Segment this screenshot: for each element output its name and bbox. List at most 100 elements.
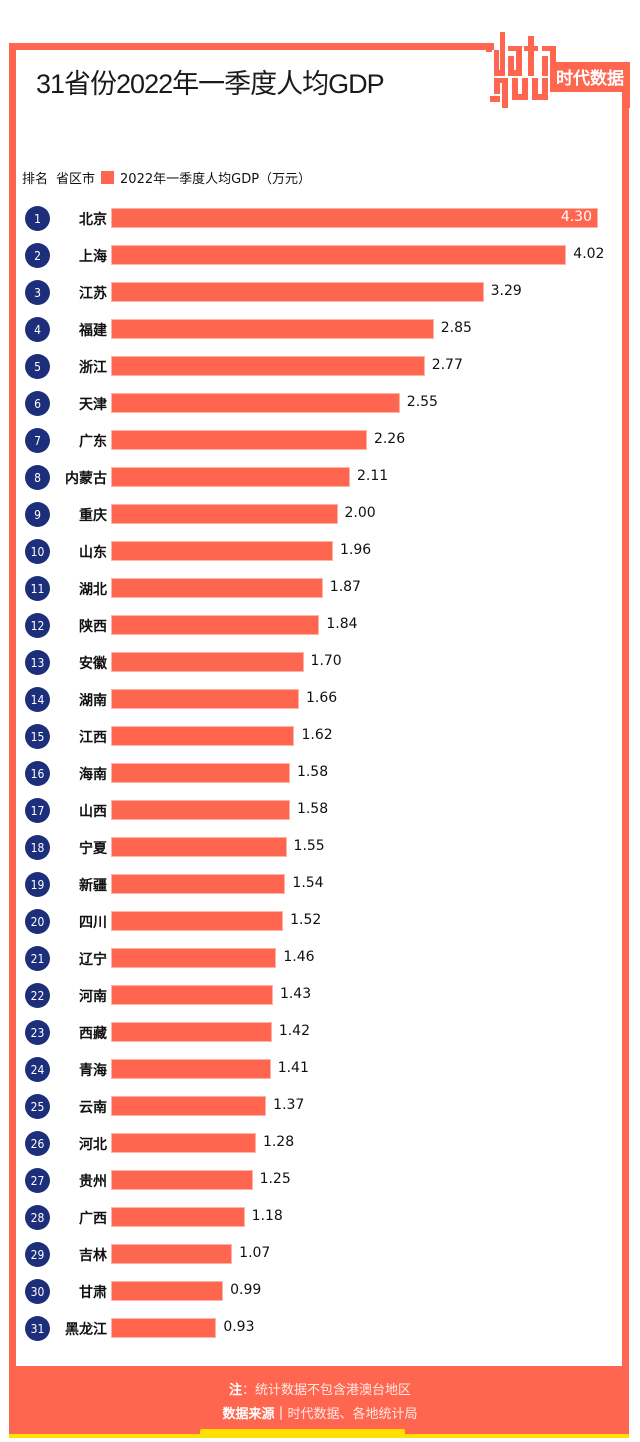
province-label: 云南 [79,1100,107,1116]
bar [111,319,434,339]
bar [111,911,284,931]
rank-badge: 3 [25,280,50,305]
value-label: 2.77 [431,357,463,373]
value-label: 1.84 [326,616,358,632]
bar [111,245,567,265]
bar [111,800,290,820]
value-label: 1.42 [278,1023,310,1039]
bar [111,504,338,524]
province-label: 天津 [79,397,107,413]
bar [111,467,350,487]
bar [111,1059,271,1079]
province-label: 新疆 [79,878,107,894]
rank-badge: 21 [25,946,50,971]
rank-badge: 18 [25,835,50,860]
bar [111,430,367,450]
value-label: 1.62 [301,727,333,743]
value-label: 1.52 [290,912,322,928]
province-label: 广西 [79,1211,107,1227]
rank-badge: 24 [25,1057,50,1082]
value-label: 1.41 [277,1060,309,1076]
rank-badge: 8 [25,465,50,490]
value-label: 1.58 [296,764,329,780]
province-label: 河北 [79,1137,107,1153]
rank-badge: 6 [25,391,50,416]
rank-badge: 1 [25,206,50,231]
province-label: 贵州 [79,1174,107,1190]
value-label: 1.07 [239,1245,271,1261]
legend-province-label: 省区市 [56,172,96,187]
logo-data-glyphs [486,32,630,108]
bar [111,282,484,302]
value-label: 1.58 [296,801,329,817]
rank-badge: 14 [25,687,50,712]
legend-swatch [101,171,115,184]
footer-panel [9,1366,629,1436]
rank-badge: 28 [25,1205,50,1230]
value-label: 1.28 [262,1134,295,1150]
bar [111,689,299,709]
source-text: 时代数据、各地统计局 [287,1407,418,1422]
value-label: 3.29 [490,283,522,299]
rank-badge: 10 [25,539,50,564]
bar [111,1096,267,1116]
rank-badge: 5 [25,354,50,379]
value-label: 1.55 [293,838,325,854]
bar [111,1133,256,1153]
source-label: 数据来源 [222,1407,275,1422]
bar [111,763,290,783]
value-label: 2.55 [406,394,438,410]
rank-badge: 12 [25,613,50,638]
province-label: 湖北 [79,582,107,598]
value-label: 2.00 [344,505,376,521]
chart-legend: 排名 省区市 2022年一季度人均GDP（万元） [22,168,311,187]
province-label: 甘肃 [79,1285,107,1301]
rank-badge: 11 [25,576,50,601]
value-label: 1.54 [292,875,324,891]
frame-top-border [9,43,494,50]
province-label: 吉林 [79,1248,107,1264]
rank-badge: 20 [25,909,50,934]
rank-badge: 27 [25,1168,50,1193]
note-text: 统计数据不包含港澳台地区 [255,1383,412,1398]
rank-badge: 29 [25,1242,50,1267]
legend-rank-label: 排名 [22,172,49,187]
value-label: 1.25 [259,1171,291,1187]
footer-accent-tab [200,1429,405,1438]
province-label: 山东 [79,545,107,561]
value-label: 1.96 [339,542,372,558]
province-label: 辽宁 [79,952,107,968]
province-label: 上海 [79,249,107,265]
value-label: 2.85 [440,320,472,336]
value-label: 4.02 [573,246,605,262]
rank-badge: 4 [25,317,50,342]
rank-badge: 13 [25,650,50,675]
province-label: 四川 [79,915,107,931]
province-label: 江苏 [79,286,107,302]
rank-badge: 15 [25,724,50,749]
province-label: 海南 [79,767,107,783]
value-label: 0.99 [230,1282,262,1298]
bar [111,1281,224,1301]
province-label: 浙江 [79,360,107,376]
bar [111,356,425,376]
footer-source: 数据来源｜时代数据、各地统计局 [0,1403,640,1422]
province-label: 广东 [79,434,107,450]
province-label: 河南 [79,989,107,1005]
value-label: 1.70 [310,653,342,669]
bar [111,1318,217,1338]
province-label: 黑龙江 [65,1322,107,1338]
value-label: 1.87 [329,579,361,595]
value-label: 0.93 [223,1319,255,1335]
bar [111,208,598,228]
legend-series-label: 2022年一季度人均GDP（万元） [120,172,312,187]
value-label: 4.30 [560,209,592,225]
rank-badge: 16 [25,761,50,786]
bar [111,393,400,413]
rank-badge: 30 [25,1279,50,1304]
rank-badge: 31 [25,1316,50,1341]
value-label: 1.43 [279,986,312,1002]
province-label: 内蒙古 [65,471,107,487]
rank-badge: 19 [25,872,50,897]
